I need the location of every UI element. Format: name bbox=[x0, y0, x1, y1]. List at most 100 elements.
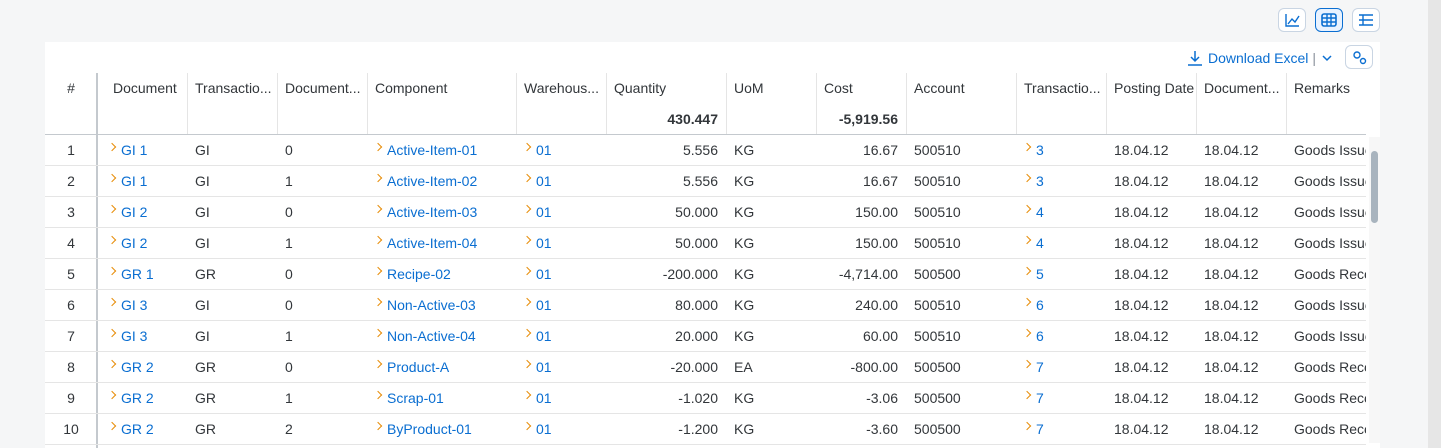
cell-link[interactable]: 3 bbox=[1016, 135, 1106, 166]
cell: 18.04.12 bbox=[1204, 421, 1259, 437]
download-excel-button[interactable]: Download Excel | bbox=[1186, 47, 1338, 69]
cell-link[interactable]: 4 bbox=[1016, 228, 1106, 259]
cell-link[interactable]: GI 1 bbox=[97, 135, 187, 166]
cell-link[interactable]: 7 bbox=[1016, 383, 1106, 414]
cell-link[interactable]: Product-A bbox=[367, 352, 516, 383]
cell-link[interactable]: 5 bbox=[1016, 259, 1106, 290]
header-separator bbox=[516, 73, 517, 135]
icon bbox=[1322, 55, 1332, 62]
cell: 500500 bbox=[914, 266, 961, 282]
cell: -1.020 bbox=[678, 390, 718, 406]
cell: KG bbox=[734, 390, 755, 406]
cell-link[interactable]: Non-Active-03 bbox=[367, 290, 516, 321]
cell-link[interactable]: 01 bbox=[516, 321, 606, 352]
row-separator bbox=[45, 289, 1366, 290]
row-separator bbox=[45, 258, 1366, 259]
download-label: Download Excel bbox=[1208, 50, 1309, 66]
cell: 18.04.12 bbox=[1114, 204, 1169, 220]
cell: KG bbox=[734, 142, 755, 158]
cell: 500510 bbox=[914, 235, 961, 251]
cell-link[interactable]: ByProduct-01 bbox=[367, 414, 516, 445]
column-header: Warehous... bbox=[524, 80, 599, 96]
settings-button[interactable] bbox=[1345, 45, 1373, 69]
cell: 18.04.12 bbox=[1114, 421, 1169, 437]
cell-link[interactable]: 01 bbox=[516, 166, 606, 197]
header-separator bbox=[1016, 73, 1017, 135]
page-scrollbar bbox=[1428, 0, 1441, 448]
total-quantity: 430.447 bbox=[667, 111, 718, 127]
cell: -4,714.00 bbox=[838, 266, 898, 282]
cell: 500510 bbox=[914, 142, 961, 158]
cell-link[interactable]: GR 2 bbox=[97, 414, 187, 445]
row-separator bbox=[45, 351, 1366, 352]
cell: 5.556 bbox=[682, 142, 718, 158]
cell-link[interactable]: 3 bbox=[1016, 166, 1106, 197]
cell: Goods Issue bbox=[1294, 142, 1366, 158]
cell: Goods Rece bbox=[1294, 266, 1366, 282]
cell-link[interactable]: 01 bbox=[516, 197, 606, 228]
cell-link[interactable]: 01 bbox=[516, 414, 606, 445]
list-view-button[interactable] bbox=[1352, 8, 1380, 32]
chart-view-button[interactable] bbox=[1278, 8, 1306, 32]
column-header: Transactio... bbox=[1024, 80, 1101, 96]
cell: 20.000 bbox=[675, 328, 718, 344]
cell-link[interactable]: Active-Item-03 bbox=[367, 197, 516, 228]
row-separator bbox=[45, 165, 1366, 166]
cell: Goods Rece bbox=[1294, 359, 1366, 375]
cell-link[interactable]: Active-Item-01 bbox=[367, 135, 516, 166]
cell-link[interactable]: 01 bbox=[516, 352, 606, 383]
cell: 18.04.12 bbox=[1114, 359, 1169, 375]
cell: 8 bbox=[67, 359, 75, 375]
cell-link[interactable]: Recipe-02 bbox=[367, 259, 516, 290]
cell: KG bbox=[734, 235, 755, 251]
cell-link[interactable]: 01 bbox=[516, 228, 606, 259]
icon bbox=[1188, 51, 1202, 66]
cell-link[interactable]: Active-Item-02 bbox=[367, 166, 516, 197]
cell: GI bbox=[195, 235, 210, 251]
column-header: Remarks bbox=[1294, 80, 1351, 96]
cell-link[interactable]: 6 bbox=[1016, 321, 1106, 352]
cell: 18.04.12 bbox=[1204, 173, 1259, 189]
cell-link[interactable]: 01 bbox=[516, 259, 606, 290]
cell-link[interactable]: GI 2 bbox=[97, 228, 187, 259]
cell-link[interactable]: GR 2 bbox=[97, 383, 187, 414]
cell-link[interactable]: 6 bbox=[1016, 290, 1106, 321]
table-view-button[interactable] bbox=[1315, 8, 1343, 32]
cell: 500510 bbox=[914, 173, 961, 189]
cell-link[interactable]: Scrap-01 bbox=[367, 383, 516, 414]
icon bbox=[1285, 14, 1300, 27]
icon bbox=[1359, 14, 1373, 26]
cell: KG bbox=[734, 421, 755, 437]
cell-link[interactable]: 01 bbox=[516, 383, 606, 414]
cell-link[interactable]: GI 1 bbox=[97, 166, 187, 197]
cell-link[interactable]: GI 2 bbox=[97, 197, 187, 228]
cell: 500510 bbox=[914, 297, 961, 313]
cell-link[interactable]: 7 bbox=[1016, 414, 1106, 445]
header-separator bbox=[906, 73, 907, 135]
cell: -3.60 bbox=[866, 421, 898, 437]
cell: 50.000 bbox=[675, 204, 718, 220]
cell-link[interactable]: GR 2 bbox=[97, 352, 187, 383]
cell: GI bbox=[195, 328, 210, 344]
cell-link[interactable]: Non-Active-04 bbox=[367, 321, 516, 352]
cell: 1 bbox=[285, 328, 293, 344]
cell-link[interactable]: 4 bbox=[1016, 197, 1106, 228]
row-separator bbox=[45, 320, 1366, 321]
cell-link[interactable]: GR 1 bbox=[97, 259, 187, 290]
cell-link[interactable]: Active-Item-04 bbox=[367, 228, 516, 259]
column-header: UoM bbox=[734, 80, 764, 96]
scroll-thumb[interactable] bbox=[1371, 151, 1378, 223]
cell: -200.000 bbox=[662, 266, 718, 282]
cell: Goods Issue bbox=[1294, 328, 1366, 344]
cell: Goods Issue bbox=[1294, 235, 1366, 251]
header-separator bbox=[277, 73, 278, 135]
cell: Goods Issue bbox=[1294, 204, 1366, 220]
cell-link[interactable]: GI 3 bbox=[97, 321, 187, 352]
cell: GR bbox=[195, 359, 216, 375]
cell-link[interactable]: 01 bbox=[516, 290, 606, 321]
cell-link[interactable]: GI 3 bbox=[97, 290, 187, 321]
cell: 18.04.12 bbox=[1114, 235, 1169, 251]
cell-link[interactable]: 7 bbox=[1016, 352, 1106, 383]
cell-link[interactable]: 01 bbox=[516, 135, 606, 166]
